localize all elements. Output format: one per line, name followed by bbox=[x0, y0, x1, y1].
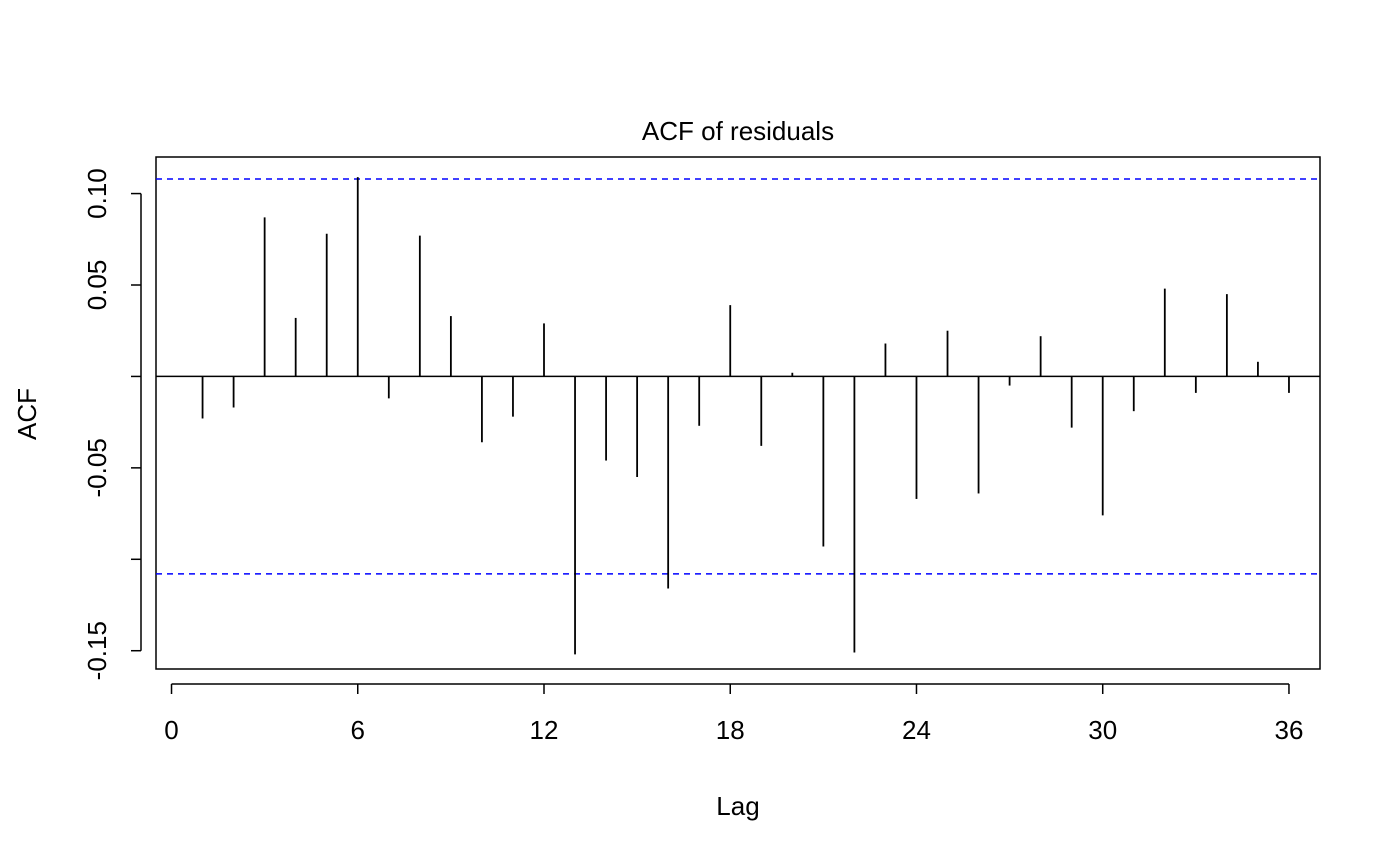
x-axis: 0 6 12 18 24 30 36 bbox=[164, 683, 1303, 745]
y-tick-label: 0.10 bbox=[82, 168, 112, 219]
x-tick-label: 18 bbox=[716, 715, 745, 745]
chart-title: ACF of residuals bbox=[642, 116, 834, 146]
acf-bars bbox=[201, 177, 1290, 655]
y-tick-label: -0.05 bbox=[82, 438, 112, 497]
x-tick-label: 24 bbox=[902, 715, 931, 745]
x-tick-label: 36 bbox=[1274, 715, 1303, 745]
x-tick-label: 0 bbox=[164, 715, 178, 745]
x-tick-label: 12 bbox=[530, 715, 559, 745]
y-tick-label: -0.15 bbox=[82, 621, 112, 680]
y-tick-label: 0.05 bbox=[82, 260, 112, 311]
y-axis-label: ACF bbox=[12, 388, 42, 440]
x-axis-label: Lag bbox=[716, 791, 759, 821]
y-axis: -0.15 -0.05 0.05 0.10 bbox=[82, 168, 142, 680]
x-tick-label: 6 bbox=[351, 715, 365, 745]
plot-frame bbox=[155, 156, 1321, 670]
confidence-bounds bbox=[156, 178, 1320, 575]
x-tick-label: 30 bbox=[1088, 715, 1117, 745]
